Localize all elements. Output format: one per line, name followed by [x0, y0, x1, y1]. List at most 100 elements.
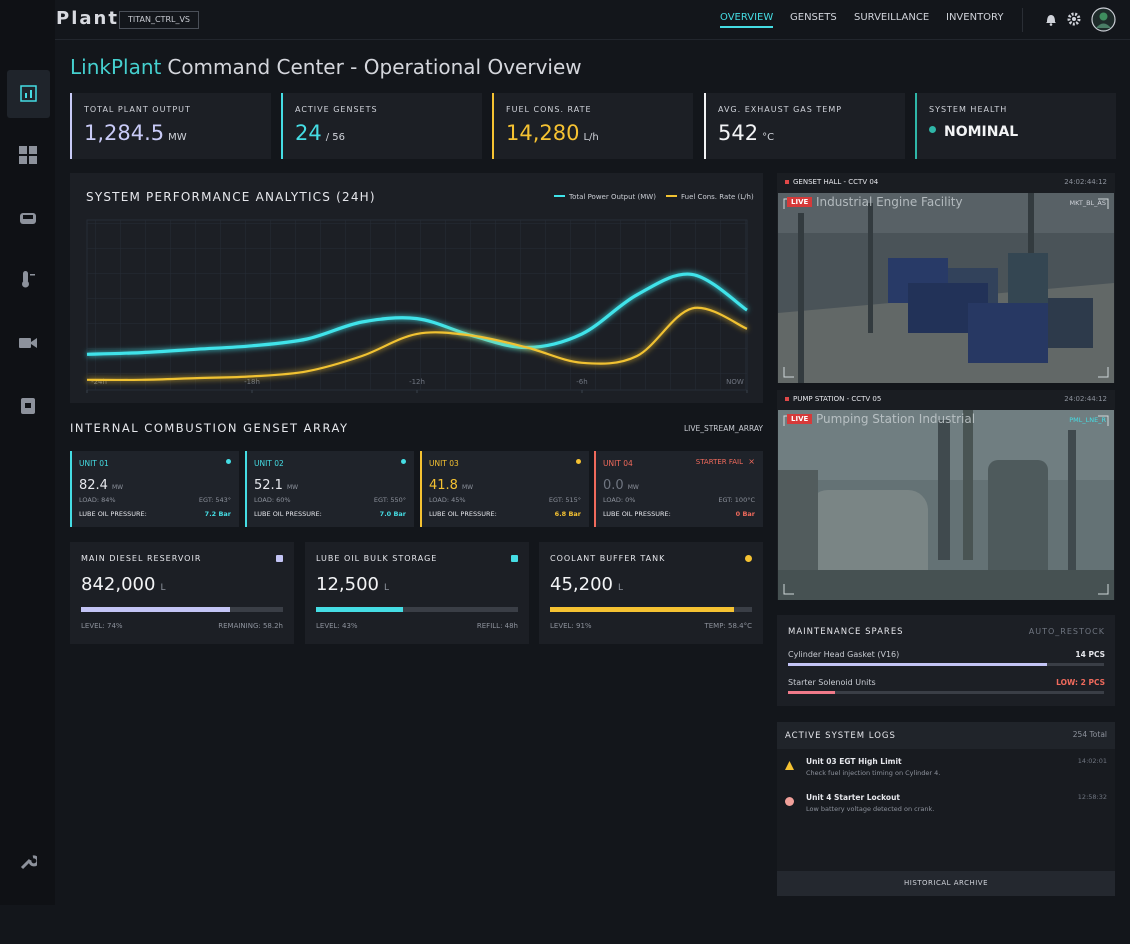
icon-inventory[interactable] — [19, 396, 37, 414]
pressure-value: 7.2 Bar — [204, 510, 231, 518]
camera-code: PML_LNE_R — [1069, 416, 1106, 424]
camera-panel: GENSET HALL - CCTV 04 24:02:44:12 LIVE Ind… — [777, 173, 1115, 383]
kpi-number: 1,284.5 — [84, 121, 165, 145]
unit-egt: EGT: 550° — [373, 496, 406, 504]
spares-panel: MAINTENANCE SPARES AUTO_RESTOCK Cylinder H… — [777, 615, 1115, 706]
archive-button[interactable]: HISTORICAL ARCHIVE — [777, 871, 1115, 896]
nav-link[interactable]: OVERVIEW — [720, 12, 774, 28]
unit-output: 82.4 MW — [79, 474, 123, 493]
logs-panel: ACTIVE SYSTEM LOGS 254 Total Unit 03 EGT H… — [777, 722, 1115, 896]
tank-note: REMAINING: 58.2h — [218, 622, 283, 630]
kpi-unit: / 56 — [325, 132, 346, 143]
title-accent: LinkPlant — [70, 55, 162, 79]
x-tick-label: -18h — [244, 378, 260, 386]
kpi-number: 14,280 — [506, 121, 580, 145]
kpi-number: 24 — [295, 121, 322, 145]
pressure-value: 7.0 Bar — [379, 510, 406, 518]
icon-settings[interactable] — [1067, 12, 1081, 26]
divider — [1022, 8, 1023, 32]
unit-status: STARTER FAIL — [695, 458, 743, 466]
tank-note: TEMP: 58.4°C — [704, 622, 752, 630]
spare-stock: LOW: 2 PCS — [1056, 678, 1105, 687]
tank-volume: 842,000 L — [81, 574, 165, 595]
logs-title: ACTIVE SYSTEM LOGS — [785, 731, 896, 741]
level-label: LEVEL: 91% — [550, 622, 592, 630]
sidebar — [0, 0, 55, 905]
status-dot — [226, 459, 231, 464]
kpi-unit: °C — [762, 132, 775, 143]
status-dot — [401, 459, 406, 464]
icon-tools[interactable] — [19, 853, 37, 871]
kpi-unit: MW — [168, 132, 187, 143]
tank-name: COOLANT BUFFER TANK — [550, 554, 666, 563]
level-track — [81, 607, 283, 612]
section-tag: LIVE_STREAM_ARRAY — [683, 424, 763, 433]
tank-card: LUBE OIL BULK STORAGE 12,500 L LEVEL: 43% RE… — [305, 542, 529, 644]
unit-value: 41.8 — [429, 478, 458, 493]
rec-dot — [785, 397, 789, 401]
camera-caption: Industrial Engine Facility — [816, 195, 963, 209]
camera-image — [778, 410, 1114, 600]
tank-value: 45,200 — [550, 574, 613, 595]
icon-bell[interactable] — [1045, 13, 1057, 26]
unit-unit: MW — [627, 484, 639, 491]
unit-egt: EGT: 100°C — [718, 496, 755, 504]
kpi-unit: L/h — [583, 132, 599, 143]
avatar[interactable] — [1091, 7, 1116, 32]
spare-track — [788, 691, 1104, 694]
unit-unit: MW — [461, 484, 474, 491]
log-title: Unit 4 Starter Lockout — [806, 793, 900, 802]
camera-time: 24:02:44:12 — [1064, 178, 1107, 186]
camera-time: 24:02:44:12 — [1064, 395, 1107, 403]
genset-card: UNIT 01 82.4 MW LOAD: 84% EGT: 543° LUBE OIL … — [70, 451, 239, 527]
legend-label: Total Power Output (MW) — [568, 193, 656, 201]
level-label: LEVEL: 74% — [81, 622, 123, 630]
tank-card: MAIN DIESEL RESERVOIR 842,000 L LEVEL: 74% R… — [70, 542, 294, 644]
kpi-status: NOMINAL — [944, 124, 1019, 140]
unit-value: 0.0 — [603, 478, 624, 493]
unit-load: LOAD: 0% — [603, 496, 636, 504]
icon-camera[interactable] — [19, 334, 37, 352]
unit-load: LOAD: 60% — [254, 496, 291, 504]
series-line — [86, 272, 748, 356]
spare-stock: 14 PCS — [1075, 650, 1105, 659]
tank-unit: L — [383, 583, 389, 593]
pressure-label: LUBE OIL PRESSURE: — [254, 510, 322, 518]
nav-link[interactable]: SURVEILLANCE — [854, 12, 930, 23]
unit-egt: EGT: 515° — [548, 496, 581, 504]
kpi-label: FUEL CONS. RATE — [506, 105, 592, 114]
camera-title: GENSET HALL - CCTV 04 — [793, 178, 879, 186]
log-time: 12:58:32 — [1077, 793, 1107, 801]
kpi-card: SYSTEM HEALTH NOMINAL — [915, 93, 1116, 159]
icon-grid[interactable] — [19, 146, 37, 164]
live-badge: LIVE — [787, 414, 813, 424]
logs-count: 254 Total — [1072, 730, 1107, 739]
kpi-label: ACTIVE GENSETS — [295, 105, 378, 114]
level-track — [550, 607, 752, 612]
icon-vehicle[interactable] — [19, 210, 37, 228]
nav-link[interactable]: INVENTORY — [946, 12, 1004, 23]
unit-output: 41.8 MW — [429, 474, 473, 493]
nav-active[interactable] — [7, 70, 50, 118]
nav-link[interactable]: GENSETS — [790, 12, 837, 23]
kpi-card: ACTIVE GENSETS 24/ 56 — [281, 93, 482, 159]
camera-caption: Pumping Station Industrial — [816, 412, 976, 426]
pressure-value: 0 Bar — [735, 510, 755, 518]
unit-unit: MW — [286, 484, 299, 491]
tank-card: COOLANT BUFFER TANK 45,200 L LEVEL: 91% TEMP… — [539, 542, 763, 644]
icon-temperature[interactable] — [19, 270, 37, 288]
genset-card: UNIT 02 52.1 MW LOAD: 60% EGT: 550° LUBE OIL … — [245, 451, 414, 527]
section-title: INTERNAL COMBUSTION GENSET ARRAY — [70, 421, 349, 435]
kpi-value: 542 °C — [718, 121, 774, 145]
spare-name: Cylinder Head Gasket (V16) — [788, 650, 900, 659]
chart-title: SYSTEM PERFORMANCE ANALYTICS (24H) — [86, 190, 376, 204]
tank-value: 842,000 — [81, 574, 156, 595]
log-time: 14:02:01 — [1077, 757, 1107, 765]
tank-unit: L — [160, 583, 166, 593]
kpi-number: 542 — [718, 121, 759, 145]
chart: SYSTEM PERFORMANCE ANALYTICS (24H) -24h -1… — [86, 190, 754, 393]
kpi-value: 1,284.5 MW — [84, 121, 187, 145]
tank-unit: L — [617, 583, 623, 593]
archive-label: HISTORICAL ARCHIVE — [903, 879, 989, 887]
kpi-label: TOTAL PLANT OUTPUT — [84, 105, 191, 114]
